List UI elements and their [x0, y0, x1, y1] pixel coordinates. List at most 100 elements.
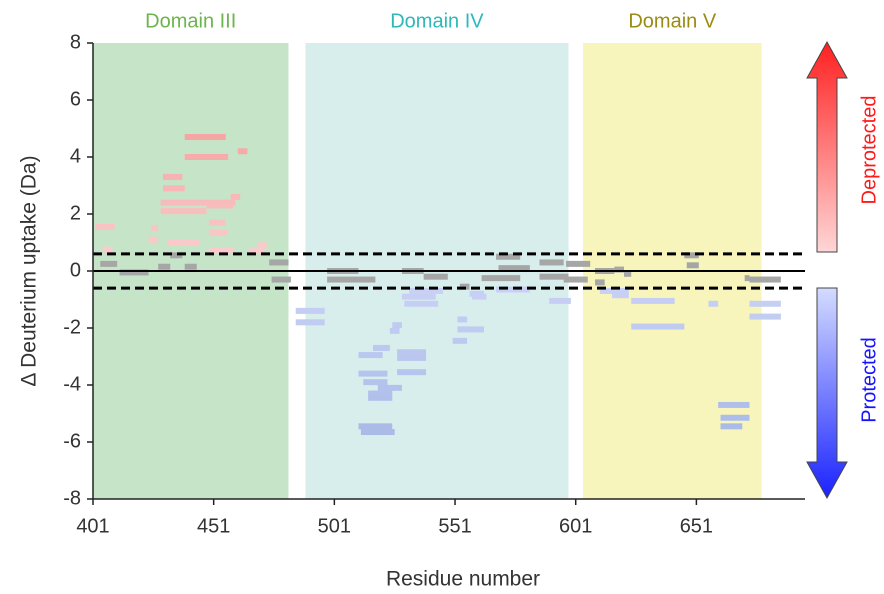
peptide-bar — [595, 279, 605, 286]
x-tick-label: 501 — [318, 515, 351, 537]
peptide-bar — [452, 337, 468, 344]
peptide-bar — [358, 423, 393, 430]
peptide-bar — [397, 369, 427, 376]
peptide-bar — [684, 252, 699, 259]
peptide-bar — [749, 313, 781, 320]
peptide-bar — [160, 208, 207, 215]
domain-label: Domain III — [145, 10, 236, 32]
peptide-bar — [257, 242, 267, 249]
y-tick-label: 8 — [70, 31, 81, 53]
peptide-bar — [563, 276, 588, 283]
peptide-bar — [368, 394, 393, 401]
peptide-bar — [404, 300, 439, 307]
peptide-bar — [539, 259, 564, 266]
peptide-bar — [162, 185, 185, 192]
domain-label: Domain V — [628, 10, 716, 32]
peptide-bar — [102, 246, 113, 253]
peptide-bar — [237, 148, 248, 155]
arrow-label: Protected — [858, 337, 880, 423]
x-tick-label: 451 — [197, 515, 230, 537]
peptide-bar — [162, 173, 183, 180]
y-tick-label: -2 — [63, 316, 81, 338]
peptide-bar — [167, 239, 200, 246]
peptide-bar — [249, 248, 265, 255]
peptide-bar — [457, 316, 468, 323]
y-tick-label: 6 — [70, 88, 81, 110]
peptide-bar — [457, 326, 484, 333]
y-tick-label: 0 — [70, 259, 81, 281]
y-tick-label: 2 — [70, 202, 81, 224]
peptide-bar — [611, 292, 629, 299]
peptide-bar — [206, 202, 233, 209]
peptide-bar — [327, 276, 376, 283]
peptide-bar — [230, 193, 241, 200]
peptide-bar — [363, 379, 388, 386]
peptide-bar — [358, 370, 388, 377]
x-axis-label: Residue number — [386, 568, 540, 591]
peptide-bar — [623, 270, 632, 277]
peptide-bar — [295, 307, 325, 314]
peptide-bar — [372, 344, 390, 351]
peptide-bar — [295, 319, 325, 326]
peptide-bar — [749, 300, 781, 307]
peptide-bar — [271, 276, 291, 283]
peptide-bar — [360, 429, 395, 436]
peptide-bar — [481, 275, 521, 282]
peptide-bar — [614, 266, 624, 273]
peptide-bar — [170, 252, 183, 259]
peptide-bar — [631, 297, 675, 304]
peptide-bar — [549, 297, 571, 304]
peptide-bar — [208, 219, 226, 226]
peptide-bar — [423, 273, 448, 280]
x-tick-label: 601 — [559, 515, 592, 537]
peptide-bar — [599, 287, 629, 294]
peptide-bar — [496, 253, 521, 260]
peptide-bar — [184, 154, 229, 160]
peptide-bar — [358, 352, 383, 359]
peptide-bar — [496, 286, 530, 293]
peptide-bar — [708, 300, 719, 307]
peptide-bar — [377, 384, 402, 391]
peptide-bar — [208, 229, 229, 236]
arrow — [806, 40, 848, 253]
peptide-bar — [392, 322, 402, 329]
peptide-bar — [409, 287, 443, 294]
x-tick-label: 651 — [680, 515, 713, 537]
peptide-bar — [95, 223, 115, 230]
peptide-bar — [160, 199, 236, 206]
peptide-bar — [718, 401, 750, 408]
peptide-bar — [184, 263, 197, 270]
peptide-bar — [100, 260, 118, 267]
peptide-bar — [498, 265, 530, 272]
peptide-bar — [744, 275, 750, 282]
arrow-label: Deprotected — [858, 96, 880, 205]
y-axis-label: Δ Deuterium uptake (Da) — [18, 155, 41, 386]
y-tick-label: -6 — [63, 430, 81, 452]
peptide-bar — [150, 225, 159, 232]
peptide-bar — [184, 134, 226, 141]
peptide-bar — [269, 259, 289, 266]
peptide-bar — [397, 354, 427, 361]
peptide-bar — [208, 248, 233, 255]
x-tick-label: 551 — [438, 515, 471, 537]
peptide-bar — [686, 262, 699, 269]
peptide-bar — [471, 293, 487, 300]
peptide-bar — [158, 263, 171, 270]
peptide-bar — [566, 260, 591, 267]
y-tick-label: -8 — [63, 487, 81, 509]
peptide-bar — [389, 327, 400, 334]
peptide-bar — [368, 390, 393, 397]
domain-label: Domain IV — [390, 10, 484, 32]
peptide-bar — [720, 423, 743, 430]
peptide-bar — [119, 269, 149, 276]
peptide-bar — [631, 323, 685, 330]
peptide-bar — [148, 236, 159, 243]
x-tick-label: 401 — [76, 515, 109, 537]
peptide-bar — [749, 276, 781, 283]
y-tick-label: 4 — [70, 145, 81, 167]
y-tick-label: -4 — [63, 373, 81, 395]
peptide-bar — [401, 293, 436, 300]
peptide-bar — [720, 414, 750, 421]
peptide-bar — [539, 273, 569, 280]
